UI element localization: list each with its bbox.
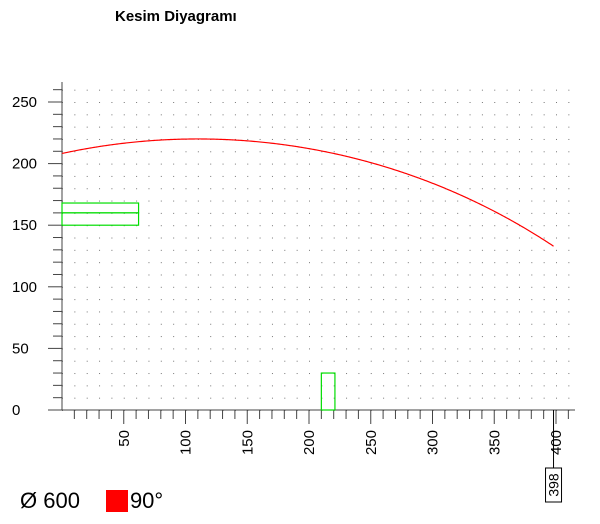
y-tick-label: 250 [12, 94, 37, 111]
x-tick-label: 150 [239, 430, 256, 455]
x-tick-label: 350 [486, 430, 503, 455]
y-tick-label: 100 [12, 279, 37, 296]
end-marker-box [545, 467, 563, 503]
cut-piece-rect [61, 212, 140, 226]
angle-color-swatch [105, 490, 128, 512]
grid-dots [62, 89, 570, 411]
diameter-label: Ø 600 [20, 488, 80, 513]
y-tick-label: 150 [12, 217, 37, 234]
end-marker-label: 398 [546, 473, 562, 497]
legend: Ø 600 90° [20, 487, 163, 515]
y-tick-label: 0 [12, 402, 20, 419]
y-tick-label: 200 [12, 156, 37, 173]
x-tick-label: 200 [301, 430, 318, 455]
chart-title: Kesim Diyagramı [115, 8, 237, 25]
x-tick-label: 50 [116, 430, 133, 447]
x-tick-label: 250 [363, 430, 380, 455]
x-tick-label: 400 [548, 430, 565, 455]
cut-piece-rect [61, 202, 140, 214]
cut-piece-rect [320, 372, 336, 411]
x-tick-label: 100 [178, 430, 195, 455]
x-tick-label: 300 [425, 430, 442, 455]
y-tick-label: 50 [12, 340, 29, 357]
cut-arc [61, 138, 554, 247]
angle-label: 90° [129, 488, 164, 513]
